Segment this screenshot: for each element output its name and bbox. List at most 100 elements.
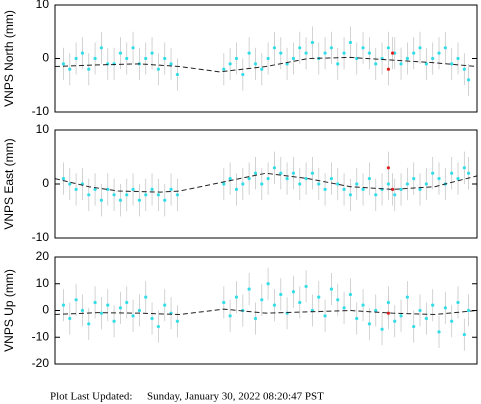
data-point (329, 46, 334, 50)
data-point (431, 56, 435, 61)
y-tick-label: 10 (36, 0, 50, 11)
data-point (163, 303, 167, 307)
data-point (355, 56, 359, 61)
data-point (272, 166, 277, 170)
data-point (125, 56, 129, 61)
data-point (241, 182, 245, 186)
y-tick-label: -10 (32, 104, 50, 118)
data-point (450, 171, 454, 175)
data-point (418, 187, 422, 191)
data-point (222, 182, 226, 186)
data-point (68, 316, 72, 321)
data-point (304, 177, 308, 181)
data-point (279, 292, 283, 297)
data-point (93, 187, 97, 191)
data-point (348, 292, 352, 297)
data-point (285, 177, 289, 181)
data-point (222, 300, 226, 305)
data-point (106, 303, 110, 307)
data-point (234, 295, 239, 299)
data-point (234, 187, 239, 191)
data-point (361, 187, 365, 191)
data-point (163, 198, 167, 202)
data-point (342, 306, 346, 310)
data-point (228, 177, 232, 181)
data-point (93, 300, 97, 305)
data-point (450, 319, 454, 323)
data-point (247, 51, 251, 55)
data-point (323, 187, 327, 191)
data-point (418, 308, 422, 313)
footer-label: Plot Last Updated: (50, 391, 133, 403)
data-point (80, 51, 85, 55)
data-point (412, 177, 416, 181)
data-point (260, 298, 264, 302)
data-point (266, 56, 270, 61)
data-point (241, 72, 245, 77)
data-point (336, 182, 340, 186)
data-point (61, 303, 66, 307)
trend-line (54, 172, 478, 193)
panel: VNPS North (mm) -10 0 10 (2, 0, 478, 118)
data-point (222, 67, 226, 71)
data-point (131, 46, 135, 50)
data-point (386, 182, 390, 186)
data-point (391, 51, 395, 55)
data-point (266, 177, 270, 181)
data-point (169, 62, 173, 66)
y-tick-label: -10 (32, 329, 50, 343)
data-point (175, 72, 179, 77)
data-point (99, 198, 104, 202)
data-point (74, 56, 78, 61)
data-point (466, 308, 471, 313)
data-point (150, 51, 154, 55)
data-point (74, 187, 78, 191)
data-point (348, 193, 352, 197)
data-point (291, 171, 296, 175)
data-point (304, 51, 308, 55)
data-point (418, 46, 422, 50)
data-point (247, 177, 251, 181)
data-point (380, 327, 384, 331)
data-point (450, 62, 454, 66)
data-point (367, 322, 371, 326)
y-tick-label: 10 (36, 122, 50, 136)
trend-line (54, 308, 478, 316)
data-point (405, 56, 409, 61)
y-tick-label: 10 (36, 276, 50, 290)
data-point (137, 198, 141, 202)
data-point (405, 295, 409, 299)
y-tick-label: 20 (36, 249, 50, 263)
data-point (61, 177, 66, 181)
data-point (144, 56, 148, 61)
data-point (361, 303, 365, 307)
data-point (175, 193, 179, 197)
y-tick-label: 0 (42, 51, 49, 65)
data-point (310, 40, 315, 45)
data-point (260, 182, 264, 186)
data-point (156, 324, 160, 329)
data-point (279, 51, 283, 55)
data-point (393, 193, 397, 197)
data-point (374, 308, 378, 313)
y-axis-label: VNPS East (mm) (2, 138, 16, 229)
data-point (466, 171, 471, 175)
data-point (367, 51, 371, 55)
data-point (431, 171, 435, 175)
data-point (87, 322, 91, 326)
data-point (87, 193, 91, 197)
trend-line (54, 56, 478, 73)
data-point (424, 182, 428, 186)
data-point (462, 332, 466, 337)
data-point (456, 56, 460, 61)
data-point (412, 324, 416, 329)
data-point (437, 330, 441, 334)
data-point (424, 316, 428, 321)
data-point (391, 187, 395, 191)
panel: VNPS East (mm) -10 0 10 (2, 122, 478, 244)
data-point (131, 314, 135, 318)
data-point (266, 282, 270, 286)
data-point (443, 46, 447, 50)
data-point (424, 62, 428, 66)
